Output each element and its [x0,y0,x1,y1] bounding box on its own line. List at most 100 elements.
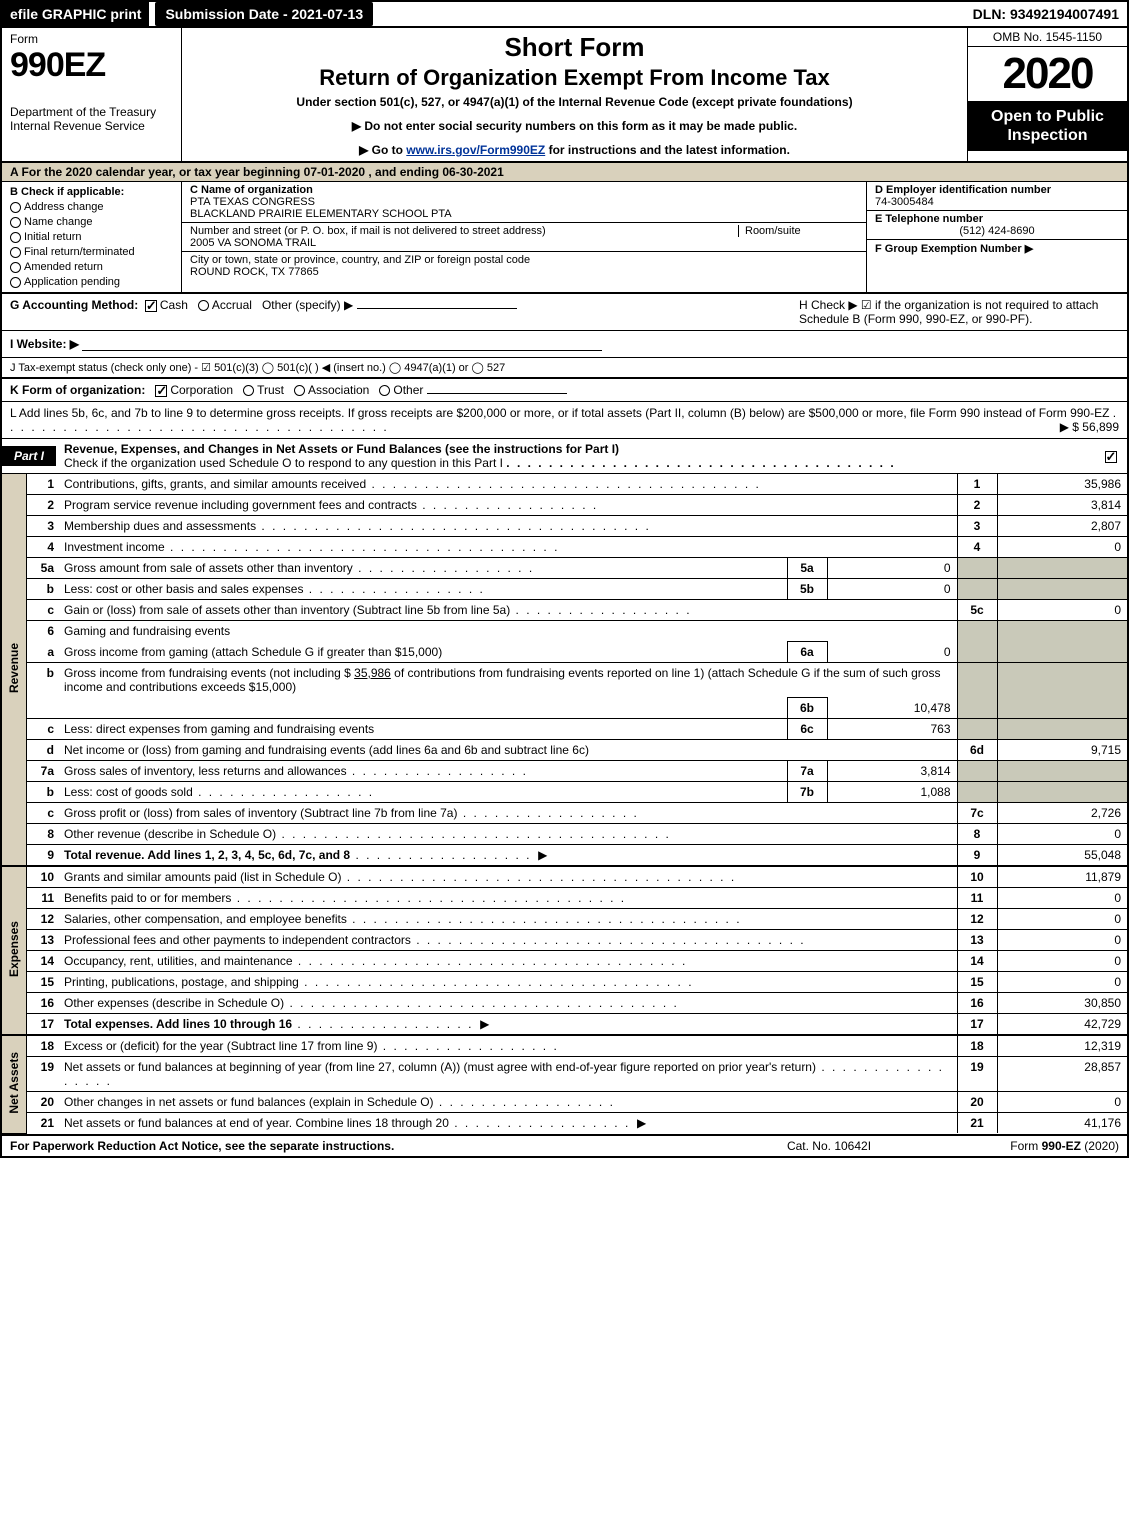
k-corp-check[interactable] [155,385,167,397]
box-6a-r [957,642,997,663]
desc-14: Occupancy, rent, utilities, and maintena… [60,951,957,972]
footer: For Paperwork Reduction Act Notice, see … [2,1134,1127,1156]
part-1-check[interactable] [1097,449,1127,463]
row-a-tax-year: A For the 2020 calendar year, or tax yea… [2,163,1127,182]
e-label: E Telephone number [875,213,983,225]
opt-name-change-label: Name change [24,216,93,228]
box-2: 2 [957,495,997,516]
cash-checkbox[interactable] [145,300,157,312]
val-8: 0 [997,824,1127,845]
ln-15: 15 [26,972,60,993]
d-label: D Employer identification number [875,184,1051,196]
val-15: 0 [997,972,1127,993]
note2-post: for instructions and the latest informat… [545,143,790,157]
box-7a-r [957,761,997,782]
val-3: 2,807 [997,516,1127,537]
ln-16: 16 [26,993,60,1014]
val-6a: 0 [827,642,957,663]
val-5a-r [997,558,1127,579]
opt-address-change[interactable]: Address change [10,201,173,213]
line-k-org-form: K Form of organization: Corporation Trus… [2,379,1127,402]
ln-7b: b [26,782,60,803]
box-6c: 6c [787,719,827,740]
other-specify-line[interactable] [357,308,517,309]
i-label: I Website: ▶ [10,337,79,351]
accrual-label: Accrual [212,298,252,312]
ln-4: 4 [26,537,60,558]
box-18: 18 [957,1035,997,1057]
org-block: B Check if applicable: Address change Na… [2,182,1127,294]
f-group-exemption: F Group Exemption Number ▶ [867,240,1127,257]
opt-name-change[interactable]: Name change [10,216,173,228]
part-1-title: Revenue, Expenses, and Changes in Net As… [56,439,1097,473]
ln-14: 14 [26,951,60,972]
c-address: Number and street (or P. O. box, if mail… [182,223,866,252]
efile-print-button[interactable]: efile GRAPHIC print [2,2,149,26]
val-5b: 0 [827,579,957,600]
footer-cat-no: Cat. No. 10642I [739,1139,919,1153]
box-6-r [957,621,997,642]
opt-application-pending[interactable]: Application pending [10,276,173,288]
k-other-radio[interactable] [379,385,390,396]
desc-7a: Gross sales of inventory, less returns a… [60,761,787,782]
k-assoc-radio[interactable] [294,385,305,396]
ln-6b: b [26,663,60,698]
ln-1: 1 [26,474,60,495]
val-7c: 2,726 [997,803,1127,824]
val-12: 0 [997,909,1127,930]
val-7a-r [997,761,1127,782]
k-other-line[interactable] [427,393,567,394]
box-6c-r [957,719,997,740]
box-20: 20 [957,1092,997,1113]
box-4: 4 [957,537,997,558]
val-14: 0 [997,951,1127,972]
box-7b: 7b [787,782,827,803]
accrual-radio[interactable] [198,300,209,311]
city-label: City or town, state or province, country… [190,254,530,266]
dln: DLN: 93492194007491 [965,2,1127,26]
k-other-label: Other [393,383,423,397]
goto-link-line: ▶ Go to www.irs.gov/Form990EZ for instru… [190,143,959,157]
box-3: 3 [957,516,997,537]
g-label: G Accounting Method: [10,298,138,312]
short-form-title: Short Form [190,32,959,63]
val-5b-r [997,579,1127,600]
irs-link[interactable]: www.irs.gov/Form990EZ [406,143,545,157]
val-11: 0 [997,888,1127,909]
k-trust-radio[interactable] [243,385,254,396]
g-accounting: G Accounting Method: Cash Accrual Other … [10,298,799,326]
line-l-gross-receipts: L Add lines 5b, 6c, and 7b to line 9 to … [2,402,1127,439]
val-5c: 0 [997,600,1127,621]
ein-value: 74-3005484 [875,196,934,208]
val-6b-r [997,698,1127,719]
ln-10: 10 [26,866,60,888]
form-990ez-page: efile GRAPHIC print Submission Date - 20… [0,0,1129,1158]
form-number: 990EZ [10,46,173,85]
website-input[interactable] [82,339,602,351]
e-phone: E Telephone number (512) 424-8690 [867,211,1127,240]
box-6b-r [957,698,997,719]
desc-6b2 [60,698,787,719]
opt-initial-return[interactable]: Initial return [10,231,173,243]
box-5a: 5a [787,558,827,579]
box-5c: 5c [957,600,997,621]
header-left: Form 990EZ Department of the Treasury In… [2,28,182,161]
val-6-r [997,621,1127,642]
desc-15: Printing, publications, postage, and shi… [60,972,957,993]
return-title: Return of Organization Exempt From Incom… [190,65,959,91]
ln-12: 12 [26,909,60,930]
box-7a: 7a [787,761,827,782]
c-name: C Name of organization PTA TEXAS CONGRES… [182,182,866,223]
ln-17: 17 [26,1014,60,1036]
footer-left: For Paperwork Reduction Act Notice, see … [10,1139,739,1153]
room-suite-label: Room/suite [738,225,858,237]
val-6b: 10,478 [827,698,957,719]
box-7b-r [957,782,997,803]
side-revenue: Revenue [2,474,26,866]
opt-amended-return[interactable]: Amended return [10,261,173,273]
desc-16: Other expenses (describe in Schedule O) [60,993,957,1014]
ln-11: 11 [26,888,60,909]
box-6d: 6d [957,740,997,761]
part-1-tag: Part I [2,446,56,466]
opt-final-return[interactable]: Final return/terminated [10,246,173,258]
